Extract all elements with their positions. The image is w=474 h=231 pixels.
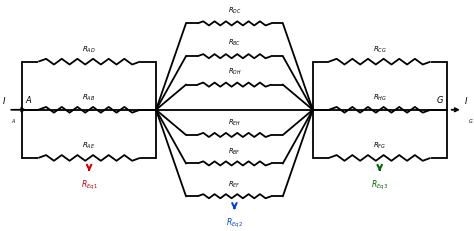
Text: $R_{Eq2}$: $R_{Eq2}$	[226, 216, 243, 229]
Text: $R_{EH}$: $R_{EH}$	[228, 118, 241, 128]
Text: $R_{BC}$: $R_{BC}$	[228, 38, 241, 48]
Text: $I$: $I$	[2, 95, 6, 106]
Text: $_G$: $_G$	[468, 117, 474, 125]
Text: $R_{AD}$: $R_{AD}$	[82, 45, 96, 55]
Text: $R_{AE}$: $R_{AE}$	[82, 140, 96, 151]
Text: $I$: $I$	[464, 95, 468, 106]
Text: $R_{AB}$: $R_{AB}$	[82, 93, 96, 103]
Text: $R_{DC}$: $R_{DC}$	[228, 5, 241, 15]
Text: $R_{HG}$: $R_{HG}$	[373, 93, 387, 103]
Text: $R_{Eq3}$: $R_{Eq3}$	[371, 178, 388, 191]
Text: $R_{CG}$: $R_{CG}$	[373, 45, 387, 55]
Text: $R_{BF}$: $R_{BF}$	[228, 146, 241, 156]
Text: $R_{DH}$: $R_{DH}$	[228, 66, 241, 76]
Text: $R_{EF}$: $R_{EF}$	[228, 179, 240, 189]
Text: $R_{Eq1}$: $R_{Eq1}$	[81, 178, 98, 191]
Text: $_A$: $_A$	[11, 117, 17, 125]
Text: $R_{FG}$: $R_{FG}$	[373, 140, 386, 151]
Text: $A$: $A$	[25, 94, 32, 105]
Text: $G$: $G$	[436, 94, 444, 105]
